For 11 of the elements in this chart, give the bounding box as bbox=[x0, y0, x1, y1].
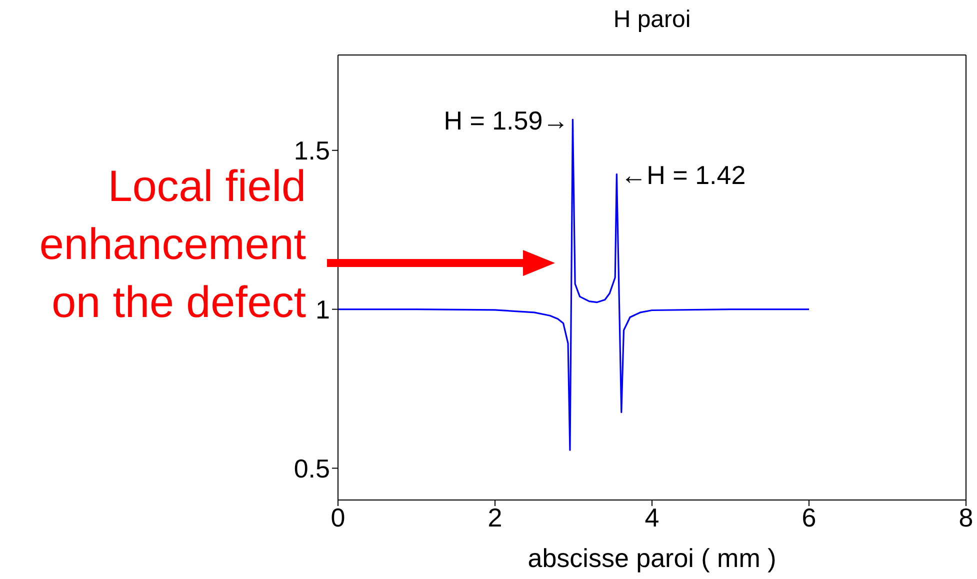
y-tick-label: 1 bbox=[316, 294, 330, 325]
x-tick-label: 2 bbox=[488, 502, 502, 532]
x-tick-label: 8 bbox=[958, 502, 974, 532]
x-tick-label: 6 bbox=[802, 502, 816, 532]
annotation: H = 1.59→ bbox=[444, 106, 569, 136]
y-tick-label: 0.5 bbox=[294, 453, 330, 484]
x-axis-title: abscisse paroi ( mm ) bbox=[528, 543, 776, 573]
annotation: ←H = 1.42 bbox=[620, 160, 746, 190]
chart-title: H paroi bbox=[612, 6, 692, 34]
x-tick-label: 4 bbox=[644, 502, 660, 532]
x-tick-label: 0 bbox=[330, 502, 346, 532]
